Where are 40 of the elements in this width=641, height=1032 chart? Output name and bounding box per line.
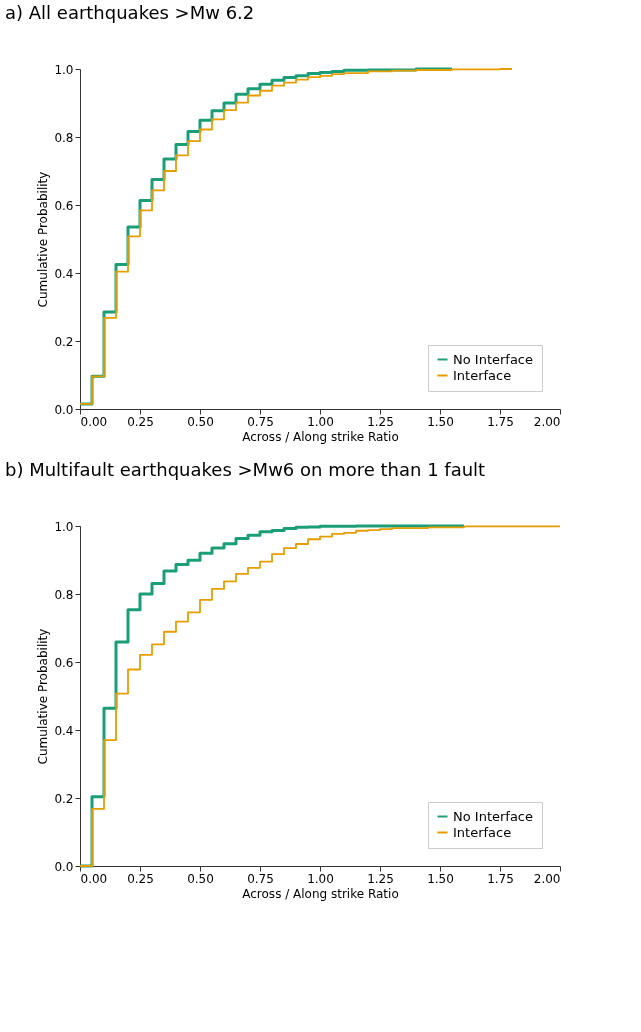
x-tick-label: 0.00 [80, 414, 108, 429]
x-tick-label: 1.75 [487, 414, 514, 429]
y-tick-label: 0.8 [54, 587, 74, 602]
x-tick-label: 0.25 [127, 871, 154, 886]
x-tick-label: 0.50 [187, 871, 214, 886]
x-tick-label: 1.00 [307, 871, 334, 886]
legend-label: Interface [453, 367, 512, 383]
legend-label: No Interface [453, 808, 534, 824]
x-tick-label: 1.25 [367, 414, 394, 429]
y-axis-title: Cumulative Probability [36, 628, 51, 765]
y-tick-label: 1.0 [54, 62, 74, 77]
chart-title: b) Multifault earthquakes >Mw6 on more than 1 fault [5, 459, 486, 480]
y-tick-label: 0.6 [54, 655, 74, 670]
x-axis-title: Across / Along strike Ratio [242, 886, 399, 901]
y-tick-label: 0.4 [54, 723, 74, 738]
x-tick-label: 2.00 [533, 871, 561, 886]
x-tick-label: 2.00 [533, 414, 561, 429]
x-tick-label: 1.50 [427, 871, 454, 886]
x-axis-title: Across / Along strike Ratio [242, 429, 399, 444]
chart-title: a) All earthquakes >Mw 6.2 [5, 2, 255, 23]
x-tick-label: 1.50 [427, 414, 454, 429]
x-tick-label: 1.75 [487, 871, 514, 886]
legend-label: No Interface [453, 351, 534, 367]
y-tick-label: 0.0 [54, 859, 74, 874]
y-tick-label: 0.2 [54, 334, 74, 349]
x-tick-label: 0.25 [127, 414, 154, 429]
x-tick-label: 0.50 [187, 414, 214, 429]
y-axis-title: Cumulative Probability [36, 171, 51, 308]
legend-label: Interface [453, 824, 512, 840]
y-tick-label: 0.8 [54, 130, 74, 145]
x-tick-label: 0.75 [247, 871, 274, 886]
y-tick-label: 0.4 [54, 266, 74, 281]
y-tick-label: 0.6 [54, 198, 74, 213]
x-tick-label: 0.00 [80, 871, 108, 886]
x-tick-label: 1.25 [367, 871, 394, 886]
y-tick-label: 0.2 [54, 791, 74, 806]
x-tick-label: 1.00 [307, 414, 334, 429]
y-tick-label: 0.0 [54, 402, 74, 417]
x-tick-label: 0.75 [247, 414, 274, 429]
y-tick-label: 1.0 [54, 519, 74, 534]
